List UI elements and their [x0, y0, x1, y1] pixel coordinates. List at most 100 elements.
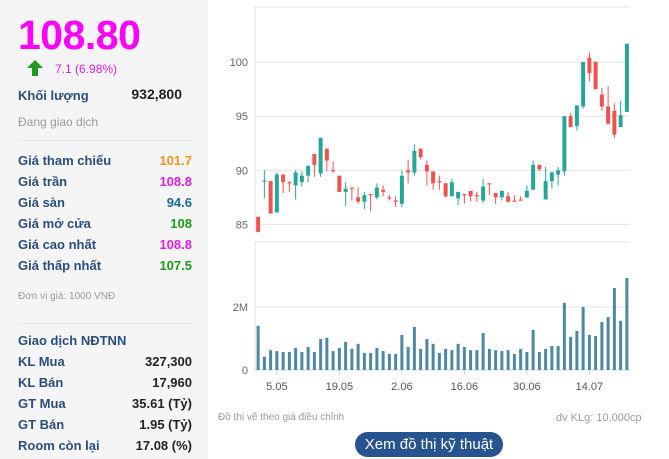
volume-bar [456, 343, 460, 370]
candle-body [281, 174, 286, 183]
price-value: 108.8 [159, 174, 192, 189]
volume-bar [369, 352, 373, 370]
candle-body [587, 57, 592, 73]
price-value: 107.5 [159, 258, 192, 273]
volume-bar [500, 351, 504, 370]
candle-body [518, 199, 523, 201]
volume-bar [600, 322, 604, 370]
volume-bar [406, 346, 410, 370]
candle-body [312, 154, 317, 165]
candle-body [449, 182, 454, 197]
candle-body [443, 183, 448, 197]
candle-body [431, 171, 436, 184]
candle-body [506, 196, 511, 202]
price-value: 108.8 [159, 237, 192, 252]
candle-body [531, 164, 536, 190]
candle-body [337, 175, 342, 192]
volume-bar [350, 348, 354, 370]
technical-chart-button[interactable]: Xem đồ thị kỹ thuật [355, 432, 503, 457]
candle-body [568, 116, 573, 128]
volume-bar [387, 353, 391, 370]
candle-body [262, 180, 267, 182]
volume-bar [619, 320, 623, 370]
volume-bar [450, 350, 454, 370]
volume-bar [575, 330, 579, 370]
volume-bar [312, 352, 316, 370]
candle-body [562, 116, 567, 172]
candle-body [306, 165, 311, 176]
candle-body [618, 115, 623, 128]
volume-bar [344, 341, 348, 370]
volume-bar [281, 352, 285, 370]
candle-body [374, 187, 379, 198]
candle-body [381, 189, 386, 192]
candle-body [256, 216, 261, 232]
candle-body [268, 181, 273, 214]
foreign-trading-title: Giao dịch NĐTNN [18, 333, 127, 348]
x-tick-label: 5.05 [266, 381, 287, 393]
candle-body [424, 164, 429, 172]
candle-body [512, 200, 517, 202]
price-tick-label: 85 [236, 219, 248, 231]
candle-body [274, 174, 279, 213]
candle-body [349, 187, 354, 189]
volume-bar [300, 352, 304, 370]
volume-label: Khối lượng [18, 88, 89, 103]
candle-body [393, 200, 398, 202]
candle-body [287, 182, 292, 184]
volume-bar [362, 352, 366, 370]
volume-unit-note: dv KLg: 10,000cp [556, 412, 642, 424]
volume-bar [519, 348, 523, 370]
volume-bar [569, 336, 573, 370]
volume-bar [587, 335, 591, 370]
price-label: Giá cao nhất [18, 237, 97, 252]
price-value: 101.7 [159, 153, 192, 168]
volume-bar [512, 353, 516, 370]
divider [18, 323, 192, 324]
candle-body [537, 164, 542, 170]
price-value: 94.6 [166, 195, 192, 210]
volume-bar [444, 348, 448, 370]
candle-body [606, 106, 611, 124]
price-change: 7.1 (6.98%) [55, 62, 118, 76]
candle-body [487, 183, 492, 185]
price-value: 108 [170, 216, 192, 231]
volume-tick-label: 0 [242, 365, 248, 377]
foreign-label: KL Bán [18, 375, 64, 390]
candle-body [624, 43, 629, 112]
candle-body [418, 148, 423, 158]
foreign-label: GT Bán [18, 417, 65, 432]
x-tick-label: 14.07 [576, 381, 604, 393]
foreign-value: 17.08 (%) [135, 438, 192, 453]
stock-chart: 85 90 95 100 0 2M 5.05 19.05 2.06 16.06 30.06 14.07 [230, 6, 630, 393]
price-label: Giá thấp nhất [18, 258, 102, 273]
current-price: 108.80 [18, 12, 141, 58]
volume-bar [544, 348, 548, 370]
candle-body [612, 110, 617, 135]
price-label: Giá sàn [18, 195, 65, 210]
volume-bar [612, 288, 616, 370]
volume-bar [262, 356, 266, 370]
volume-bar [487, 348, 491, 370]
candle-body [362, 195, 367, 202]
candle-body [387, 197, 392, 199]
candle-body [406, 170, 411, 173]
volume-bar [394, 353, 398, 370]
candle-body [324, 148, 329, 161]
candle-body [593, 62, 598, 90]
x-tick-label: 19.05 [326, 381, 354, 393]
candle-body [318, 137, 323, 174]
x-tick-label: 16.06 [451, 381, 479, 393]
price-tick-label: 100 [230, 57, 248, 69]
candle-body [524, 190, 529, 198]
candle-body [599, 94, 604, 107]
volume-bar [337, 347, 341, 370]
volume-bar [356, 343, 360, 370]
volume-bar [537, 352, 541, 370]
volume-bar [287, 352, 291, 370]
volume-bar [525, 352, 529, 370]
candle-body [481, 186, 486, 201]
foreign-value: 35.61 (Tỷ) [132, 396, 192, 411]
candle-body [293, 172, 298, 186]
foreign-value: 17,960 [152, 375, 192, 390]
